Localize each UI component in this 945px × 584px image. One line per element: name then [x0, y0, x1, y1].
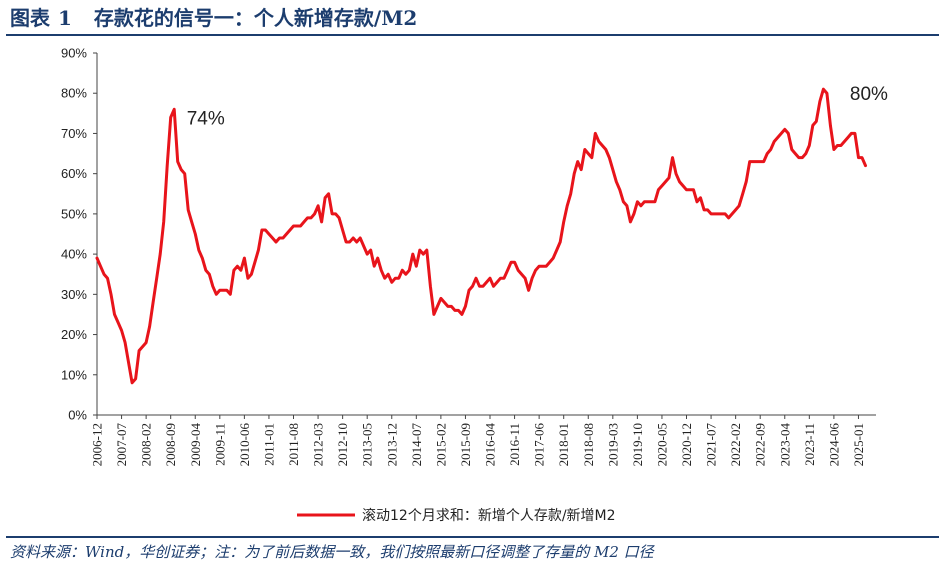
x-tick-label: 2019-03 [605, 423, 620, 466]
x-tick-label: 2022-09 [753, 423, 768, 466]
x-tick-label: 2010-06 [237, 423, 252, 467]
y-tick-label: 50% [61, 206, 87, 221]
x-tick-label: 2009-04 [188, 423, 203, 467]
x-tick-label: 2008-02 [139, 423, 154, 466]
x-tick-label: 2007-07 [114, 423, 129, 467]
y-tick-label: 10% [61, 367, 87, 382]
x-tick-label: 2020-05 [654, 423, 669, 466]
x-tick-label: 2023-11 [802, 423, 817, 466]
y-tick-label: 0% [68, 408, 87, 423]
x-tick-label: 2019-10 [630, 423, 645, 466]
y-tick-label: 30% [61, 287, 87, 302]
top-rule [6, 34, 939, 36]
x-tick-label: 2018-01 [556, 423, 571, 466]
legend: 滚动12个月求和：新增个人存款/新增M2 [297, 507, 616, 524]
x-tick-label: 2006-12 [90, 423, 105, 466]
chart-axes [96, 53, 876, 416]
x-tick-label: 2020-12 [679, 423, 694, 466]
y-tick-label: 20% [61, 327, 87, 342]
series-lines [95, 87, 867, 385]
x-tick-label: 2016-11 [507, 423, 522, 466]
x-tick-label: 2011-08 [286, 423, 301, 466]
annotations: 74% 80% [187, 84, 888, 129]
x-tick-label: 2015-09 [458, 423, 473, 466]
x-tick-label: 2023-04 [777, 423, 792, 467]
y-tick-label: 90% [61, 46, 87, 61]
x-tick-label: 2022-02 [728, 423, 743, 466]
x-tick-label: 2025-01 [851, 423, 866, 466]
annotation-label: 80% [850, 84, 888, 105]
source-note: 资料来源：Wind，华创证券；注：为了前后数据一致，我们按照最新口径调整了存量的… [10, 543, 654, 561]
x-tick-label: 2016-04 [483, 423, 498, 467]
figure-title-text: 存款花的信号一：个人新增存款/M2 [93, 6, 418, 30]
figure-label: 图表 [10, 6, 50, 30]
y-tick-label: 80% [61, 86, 87, 101]
x-tick-label: 2014-07 [409, 423, 424, 467]
y-axis-ticks: 0% 10% 20% 30% 40% 50% 60% 70% 80% 90% [61, 46, 97, 423]
bottom-rule [6, 536, 939, 538]
x-tick-label: 2015-02 [433, 423, 448, 466]
x-tick-label: 2024-06 [826, 423, 841, 467]
y-tick-label: 40% [61, 247, 87, 262]
x-tick-label: 2013-05 [360, 423, 375, 466]
x-tick-label: 2012-10 [335, 423, 350, 466]
annotation-label: 74% [187, 108, 225, 129]
figure-title: 图表 1 存款花的信号一：个人新增存款/M2 [10, 2, 417, 31]
x-tick-label: 2011-01 [261, 423, 276, 466]
x-tick-label: 2013-12 [384, 423, 399, 466]
y-tick-label: 70% [61, 126, 87, 141]
x-tick-label: 2018-08 [581, 423, 596, 466]
y-tick-label: 60% [61, 166, 87, 181]
series-line [95, 87, 867, 385]
x-tick-label: 2017-06 [532, 423, 547, 467]
figure-number: 1 [58, 6, 72, 30]
legend-label: 滚动12个月求和：新增个人存款/新增M2 [362, 507, 616, 524]
x-axis-ticks: 2006-12 2007-07 2008-02 2008-09 2009-04 2009-… [90, 415, 866, 466]
x-tick-label: 2021-07 [704, 423, 719, 467]
x-tick-label: 2008-09 [163, 423, 178, 466]
x-tick-label: 2012-03 [311, 423, 326, 466]
x-tick-label: 2009-11 [212, 423, 227, 466]
